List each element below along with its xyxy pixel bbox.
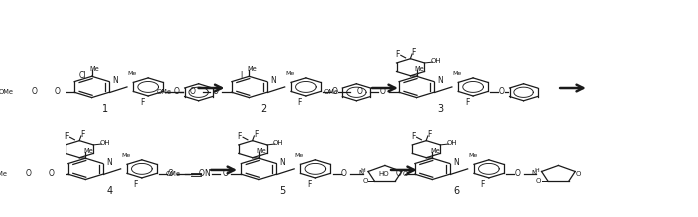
Text: O: O [25,169,31,178]
Text: O: O [189,87,195,96]
Text: O: O [396,169,401,178]
Text: N: N [531,170,537,176]
Text: Me: Me [414,66,424,72]
Text: 3: 3 [438,104,444,114]
Text: O: O [222,169,228,178]
Text: F: F [254,130,258,139]
Text: O: O [332,87,337,96]
Text: 6: 6 [453,186,459,196]
Text: Me: Me [89,66,99,72]
Text: Me: Me [121,153,131,158]
Text: Me: Me [256,148,266,154]
Text: OH: OH [99,140,110,146]
Text: F: F [411,132,415,141]
Text: OH: OH [446,140,457,146]
Text: H: H [534,168,539,173]
Text: F: F [395,50,400,59]
Text: F: F [140,99,144,107]
Text: N: N [358,170,363,176]
Text: Me: Me [83,148,93,154]
Text: N: N [270,76,276,85]
Text: OMe: OMe [156,89,171,95]
Text: O: O [576,171,581,177]
Text: F: F [64,132,68,141]
Text: OMe: OMe [165,171,181,177]
Text: Me: Me [295,153,304,158]
Text: HO: HO [378,171,389,177]
Text: N: N [204,169,210,178]
Text: F: F [412,48,416,57]
Text: N: N [112,76,118,85]
Text: O: O [174,87,179,96]
Text: 5: 5 [280,186,286,196]
Text: F: F [481,180,485,189]
Text: Me: Me [247,66,257,72]
Text: O: O [213,87,218,96]
Text: F: F [465,99,469,107]
Text: Me: Me [430,148,440,154]
Text: Me: Me [127,71,137,76]
Text: O: O [55,87,61,96]
Text: Me: Me [468,153,477,158]
Text: O: O [498,87,505,96]
Text: 4: 4 [106,186,112,196]
Text: N: N [438,76,443,85]
Text: F: F [133,180,138,189]
Text: OH: OH [431,58,441,64]
Text: N: N [106,158,112,167]
Text: O: O [362,178,368,184]
Text: OMe: OMe [323,89,339,95]
Text: O: O [357,87,362,96]
Text: O: O [31,87,38,96]
Text: O: O [536,178,541,184]
Text: H: H [361,168,365,173]
Text: F: F [297,99,302,107]
Text: OMe: OMe [0,171,7,177]
Text: O: O [49,169,54,178]
Text: O: O [380,87,386,96]
Text: O: O [402,171,408,177]
Text: F: F [80,130,84,139]
Text: OH: OH [273,140,283,146]
Text: 1: 1 [103,104,109,114]
Text: O: O [514,169,520,178]
Text: O: O [341,169,347,178]
Text: Me: Me [452,71,461,76]
Text: F: F [307,180,311,189]
Text: OMe: OMe [0,89,13,95]
Text: I: I [241,71,243,80]
Text: F: F [237,132,242,141]
Text: Me: Me [285,71,295,76]
Text: 2: 2 [260,104,267,114]
Text: Cl: Cl [79,71,87,80]
Text: F: F [427,130,431,139]
Text: O: O [199,169,205,178]
Text: N: N [280,158,285,167]
Text: N: N [453,158,459,167]
Text: O: O [168,169,173,178]
